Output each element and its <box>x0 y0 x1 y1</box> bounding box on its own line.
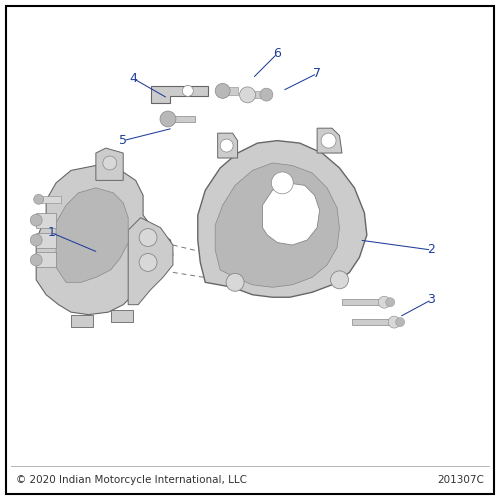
Polygon shape <box>111 310 133 322</box>
Circle shape <box>139 228 157 246</box>
Bar <box>36 232 56 248</box>
Circle shape <box>103 156 117 170</box>
Circle shape <box>388 316 400 328</box>
Text: 2: 2 <box>428 244 436 256</box>
Bar <box>352 318 394 325</box>
Circle shape <box>30 214 42 226</box>
Bar <box>342 298 384 305</box>
Circle shape <box>34 194 43 204</box>
Circle shape <box>30 254 42 266</box>
Text: 201307C: 201307C <box>437 474 484 484</box>
Text: 5: 5 <box>119 134 127 147</box>
Bar <box>168 116 196 122</box>
Text: © 2020 Indian Motorcycle International, LLC: © 2020 Indian Motorcycle International, … <box>16 474 247 484</box>
Circle shape <box>215 84 230 98</box>
Circle shape <box>139 254 157 272</box>
Polygon shape <box>71 314 94 327</box>
Circle shape <box>386 298 394 306</box>
Polygon shape <box>128 218 173 304</box>
Circle shape <box>272 172 293 194</box>
Circle shape <box>182 86 194 96</box>
Bar <box>38 196 61 203</box>
Text: 3: 3 <box>428 293 436 306</box>
Polygon shape <box>317 128 342 153</box>
Circle shape <box>30 234 42 246</box>
Text: 7: 7 <box>313 67 321 80</box>
Circle shape <box>160 111 176 127</box>
Polygon shape <box>96 148 123 180</box>
Circle shape <box>378 296 390 308</box>
Bar <box>222 87 238 95</box>
Polygon shape <box>36 166 173 314</box>
Circle shape <box>396 318 404 326</box>
Text: 1: 1 <box>47 226 55 239</box>
Circle shape <box>321 133 336 148</box>
Polygon shape <box>198 140 367 297</box>
Text: 6: 6 <box>274 47 281 60</box>
Circle shape <box>330 271 348 289</box>
Polygon shape <box>56 188 128 282</box>
Polygon shape <box>215 163 340 288</box>
Text: 4: 4 <box>129 72 137 85</box>
Bar <box>248 92 266 98</box>
Polygon shape <box>262 183 320 245</box>
Circle shape <box>220 139 233 152</box>
Bar <box>36 252 56 268</box>
Polygon shape <box>150 86 208 104</box>
Circle shape <box>226 274 244 291</box>
Polygon shape <box>218 133 238 158</box>
Circle shape <box>260 88 273 101</box>
Bar <box>36 212 56 228</box>
Circle shape <box>240 87 256 103</box>
